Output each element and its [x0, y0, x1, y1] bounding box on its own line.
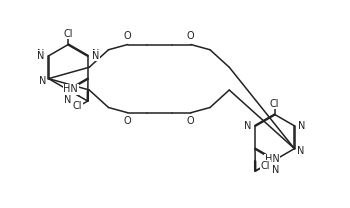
Text: N: N — [272, 165, 279, 175]
Text: O: O — [187, 31, 195, 41]
Text: N: N — [299, 121, 306, 131]
Text: N: N — [92, 49, 99, 59]
Text: Cl: Cl — [72, 101, 82, 111]
Text: HN: HN — [265, 154, 280, 164]
Text: O: O — [124, 31, 132, 41]
Text: N: N — [297, 146, 304, 156]
Text: O: O — [187, 116, 195, 126]
Text: Cl: Cl — [63, 29, 73, 39]
Text: N: N — [38, 76, 46, 87]
Text: N: N — [244, 121, 251, 131]
Text: N: N — [37, 51, 44, 61]
Text: N: N — [92, 51, 99, 61]
Text: Cl: Cl — [270, 99, 280, 109]
Text: Cl: Cl — [261, 161, 271, 171]
Text: O: O — [124, 116, 132, 126]
Text: N: N — [37, 49, 44, 59]
Text: HN: HN — [63, 84, 78, 94]
Text: N: N — [64, 95, 71, 105]
